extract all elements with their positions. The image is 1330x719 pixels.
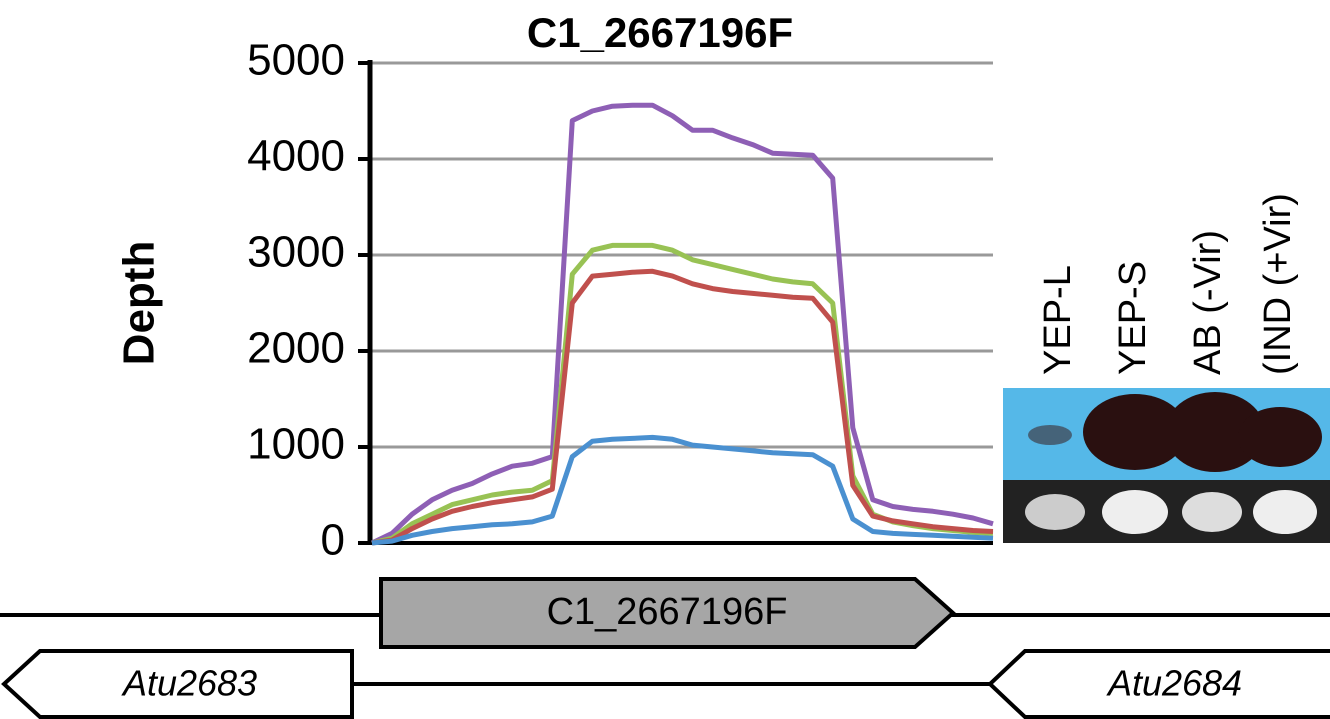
gel-band [1182, 492, 1242, 532]
y-tick-label: 1000 [247, 420, 345, 469]
gene-label: Atu2684 [1106, 663, 1242, 704]
y-tick-label: 5000 [247, 36, 345, 85]
series-line [372, 105, 993, 543]
y-axis-label: Depth [115, 241, 164, 366]
y-tick-label: 4000 [247, 132, 345, 181]
gene-label: Atu2683 [121, 663, 257, 704]
series-line [372, 245, 993, 543]
gel-band [1102, 490, 1168, 534]
y-tick-label: 3000 [247, 228, 345, 277]
series-line [372, 437, 993, 543]
lane-label: YEP-L [1037, 265, 1079, 375]
blot-band [1028, 425, 1072, 445]
lane-label: YEP-S [1112, 261, 1154, 375]
y-tick-label: 0 [321, 516, 345, 565]
gel-band [1253, 490, 1317, 534]
figure: C1_2667196F Depth YEP-L YEP-S AB (-Vir) … [0, 0, 1330, 719]
gel: YEP-L YEP-S AB (-Vir) (IND (+Vir) [1003, 193, 1330, 543]
blot-band [1238, 407, 1322, 467]
lane-label: AB (-Vir) [1187, 230, 1229, 375]
chart-title: C1_2667196F [527, 9, 793, 56]
y-tick-label: 2000 [247, 324, 345, 373]
lane-label: (IND (+Vir) [1257, 193, 1299, 375]
gene-label: C1_2667196F [547, 591, 788, 633]
gel-band [1025, 494, 1085, 530]
